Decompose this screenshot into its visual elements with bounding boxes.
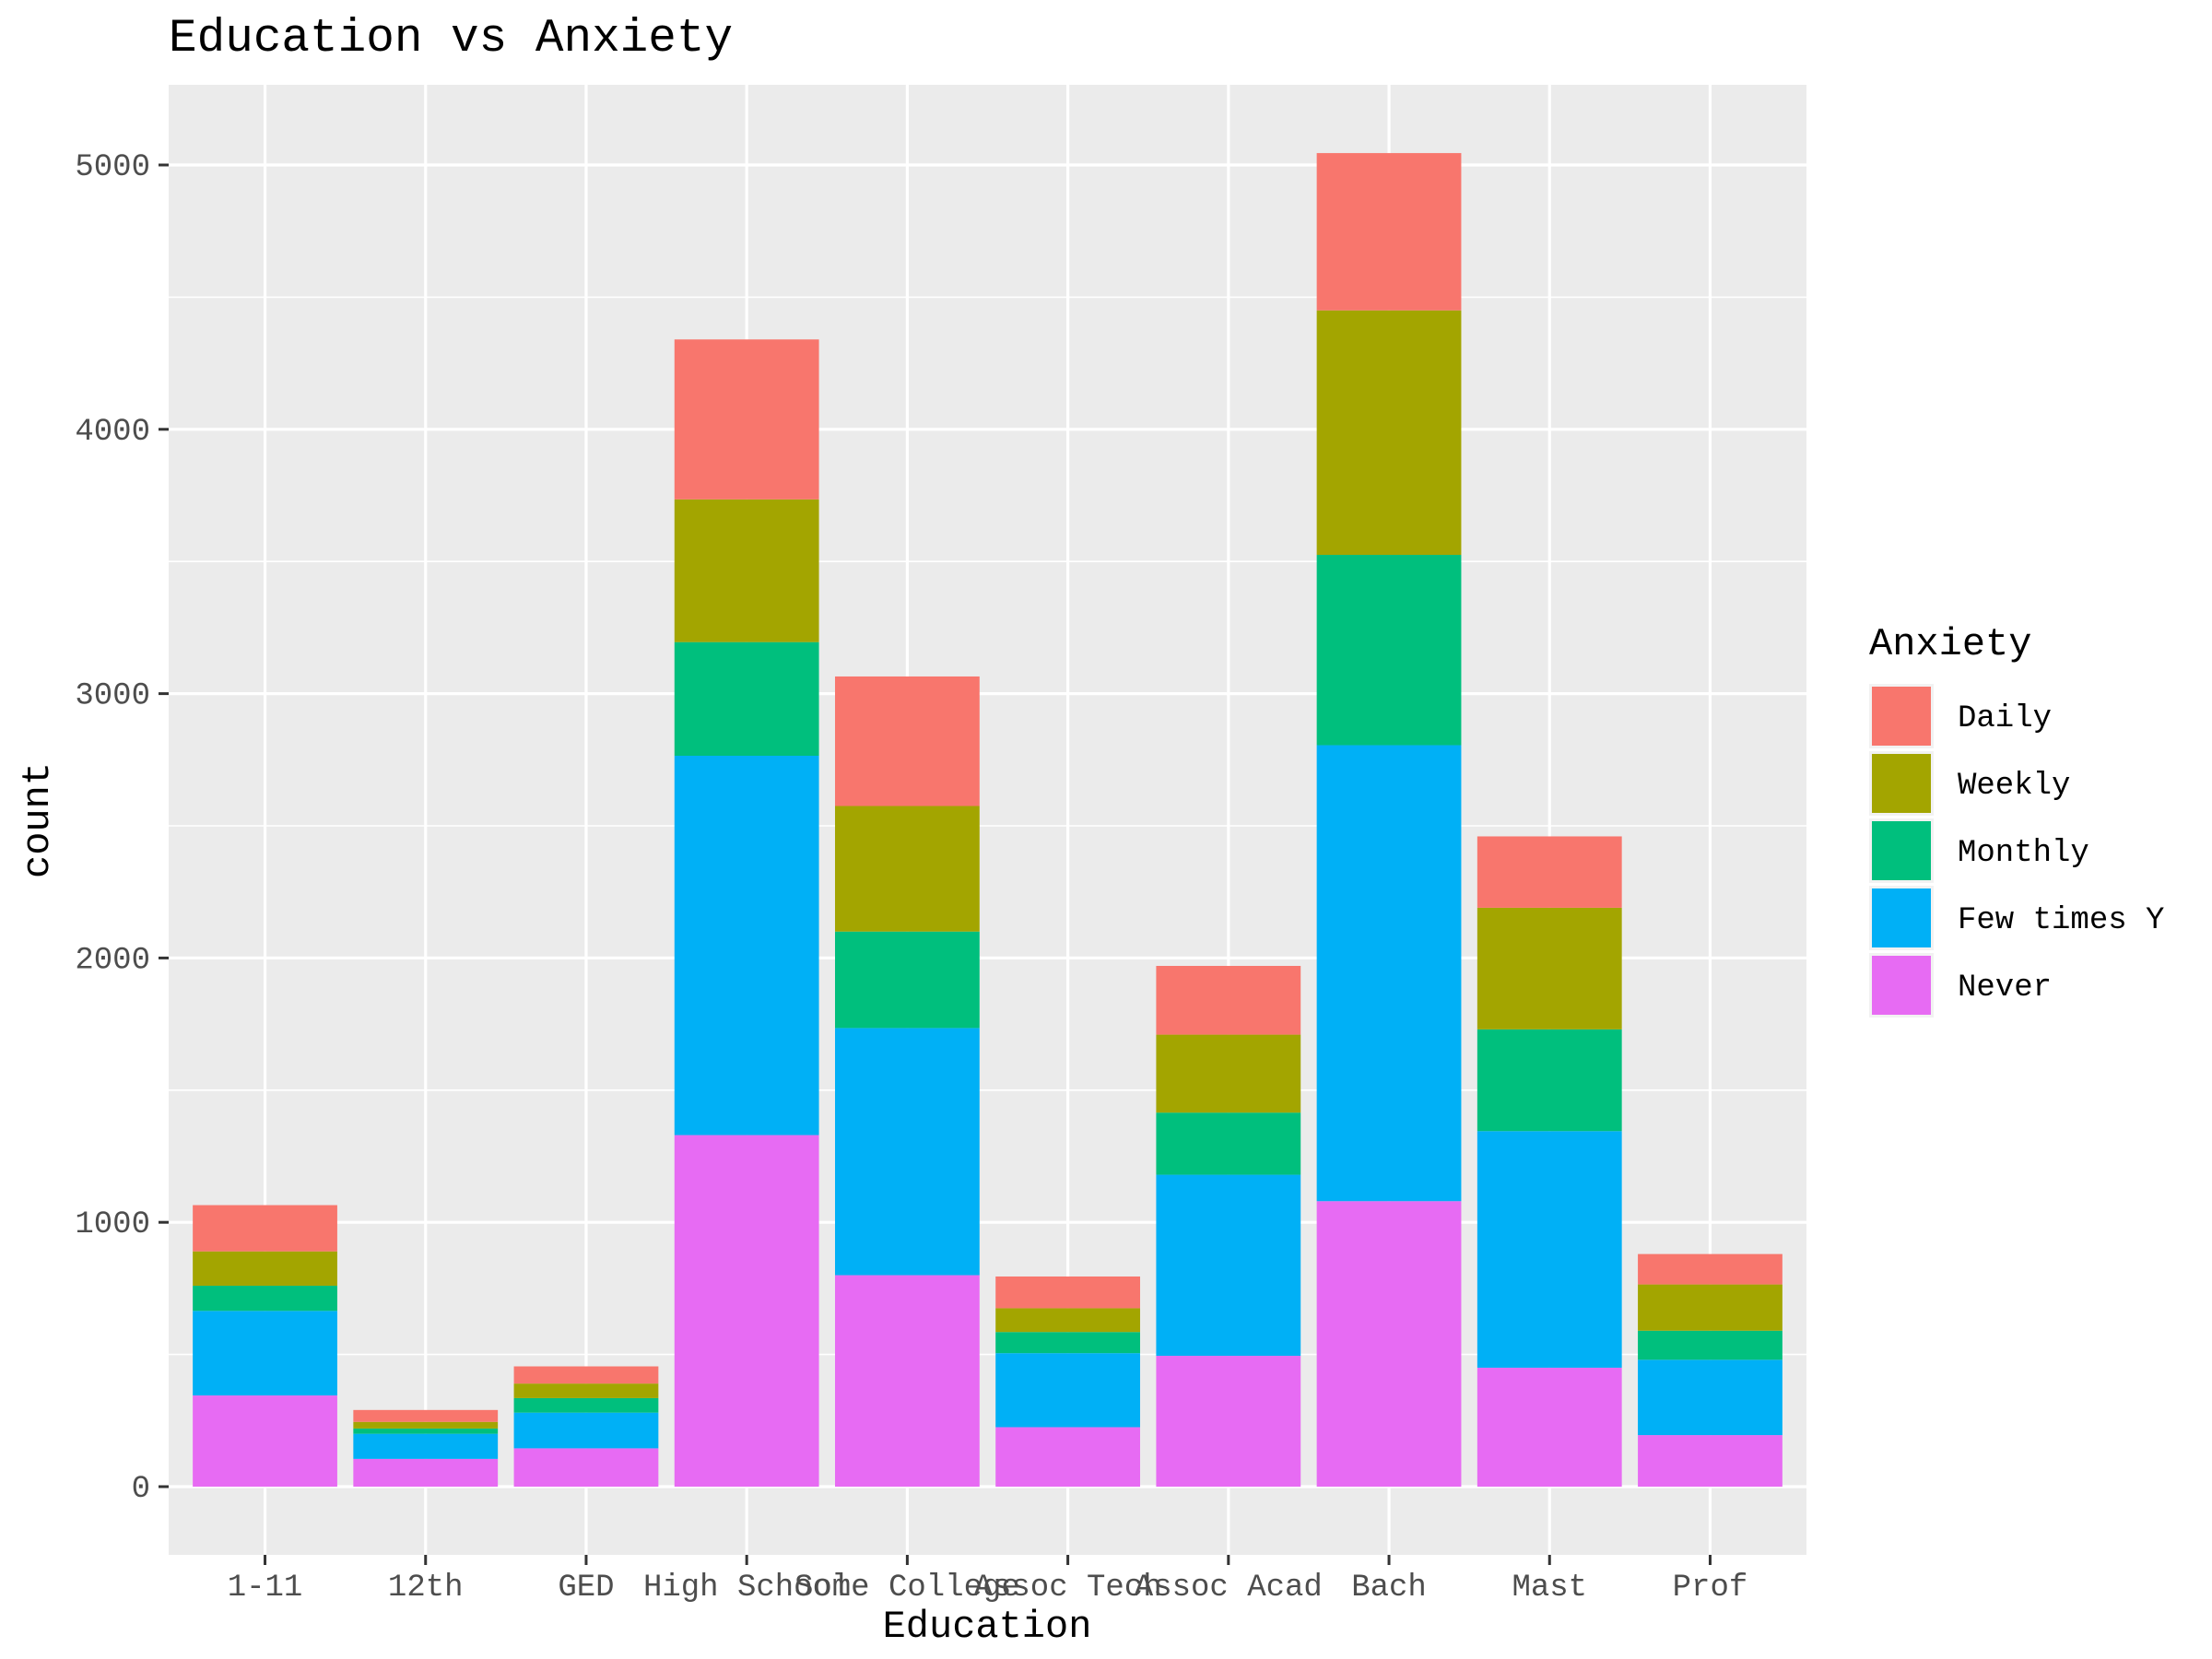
y-tick-label: 4000: [75, 415, 150, 450]
bar-segment-few-times-y: [1638, 1359, 1783, 1436]
bar-segment-monthly: [513, 1397, 659, 1413]
legend-swatch-few-times-y: [1872, 888, 1931, 947]
legend-label: Never: [1958, 971, 2052, 1006]
bar-segment-monthly: [1477, 1029, 1622, 1132]
x-tick-label: GED: [558, 1571, 614, 1606]
bar-segment-never: [353, 1458, 499, 1487]
bar-segment-daily: [995, 1276, 1141, 1309]
x-tick-label: Assoc Tech: [974, 1571, 1162, 1606]
x-tick-label: Bach: [1351, 1571, 1427, 1606]
bar-segment-few-times-y: [674, 755, 819, 1135]
legend: Anxiety Daily Weekly Monthly Few times Y Nev…: [1869, 622, 2164, 1018]
bar-segment-daily: [1316, 153, 1462, 311]
bar-segment-never: [1477, 1367, 1622, 1487]
bar-segment-daily: [1638, 1253, 1783, 1285]
bar-segment-weekly: [1477, 907, 1622, 1030]
legend-swatch-monthly: [1872, 821, 1931, 880]
y-tick-label: 1000: [75, 1207, 150, 1242]
bar-segment-never: [1316, 1201, 1462, 1487]
x-tick-label: Assoc Acad: [1135, 1571, 1323, 1606]
grid-minor: [169, 296, 1806, 1620]
x-tick-label: 1-11: [228, 1571, 303, 1606]
y-tick-label: 5000: [75, 150, 150, 185]
legend-swatch-weekly: [1872, 754, 1931, 813]
bar-segment-monthly: [1316, 555, 1462, 746]
x-tick-label: Mast: [1512, 1571, 1587, 1606]
y-tick-label: 2000: [75, 943, 150, 978]
bar-segment-weekly: [513, 1383, 659, 1398]
bar-segment-monthly: [1156, 1112, 1301, 1175]
x-tick-label: Some College: [794, 1571, 1020, 1606]
bar-segment-weekly: [995, 1308, 1141, 1333]
bar-segment-monthly: [674, 641, 819, 756]
legend-swatch-daily: [1872, 687, 1931, 746]
bar-segment-few-times-y: [1477, 1131, 1622, 1368]
bar-segment-weekly: [1638, 1284, 1783, 1331]
bar-segment-daily: [1477, 836, 1622, 908]
bar-segment-daily: [513, 1366, 659, 1384]
bar-segment-never: [513, 1448, 659, 1487]
bar-segment-few-times-y: [1156, 1174, 1301, 1357]
bar-segment-weekly: [1156, 1034, 1301, 1113]
legend-label: Daily: [1958, 701, 2052, 736]
bar-segment-daily: [1156, 966, 1301, 1035]
y-axis-label: count: [16, 762, 60, 878]
bar-segment-few-times-y: [513, 1412, 659, 1449]
bar-segment-weekly: [193, 1251, 337, 1287]
bar-segment-never: [1638, 1435, 1783, 1487]
bar-segment-never: [834, 1275, 980, 1487]
bar-segment-weekly: [1316, 310, 1462, 556]
bar-segment-monthly: [193, 1286, 337, 1312]
bar-segment-daily: [674, 339, 819, 500]
bar-segment-few-times-y: [353, 1433, 499, 1459]
legend-title: Anxiety: [1869, 622, 2031, 666]
bar-segment-weekly: [674, 499, 819, 642]
y-axis: 0 1000 2000 3000 4000 5000: [75, 150, 169, 1507]
bar-segment-weekly: [834, 806, 980, 932]
legend-label: Few times Y: [1958, 903, 2164, 938]
bar-segment-monthly: [995, 1332, 1141, 1354]
x-tick-label: 12th: [388, 1571, 464, 1606]
bar-segment-never: [674, 1135, 819, 1487]
bar-segment-daily: [834, 676, 980, 806]
bar-segment-few-times-y: [834, 1028, 980, 1276]
bar-segment-weekly: [353, 1421, 499, 1429]
bar-segment-daily: [353, 1409, 499, 1422]
bars: [193, 153, 1783, 1487]
bar-segment-few-times-y: [1316, 745, 1462, 1202]
bar-segment-never: [193, 1395, 337, 1487]
legend-label: Weekly: [1958, 769, 2070, 804]
y-tick-label: 3000: [75, 679, 150, 714]
legend-swatch-never: [1872, 956, 1931, 1015]
bar-segment-monthly: [353, 1428, 499, 1434]
bar-segment-never: [1156, 1356, 1301, 1487]
x-axis-label: Education: [883, 1605, 1092, 1649]
bar-segment-monthly: [1638, 1330, 1783, 1360]
bar-segment-monthly: [834, 931, 980, 1029]
x-tick-label: Prof: [1673, 1571, 1748, 1606]
bar-segment-daily: [193, 1205, 337, 1252]
x-tick-label: High School: [643, 1571, 850, 1606]
bar-segment-few-times-y: [995, 1353, 1141, 1428]
chart-title: Education vs Anxiety: [169, 13, 733, 65]
bar-segment-few-times-y: [193, 1311, 337, 1396]
legend-label: Monthly: [1958, 836, 2089, 871]
bar-segment-never: [995, 1427, 1141, 1487]
y-tick-label: 0: [132, 1472, 150, 1507]
